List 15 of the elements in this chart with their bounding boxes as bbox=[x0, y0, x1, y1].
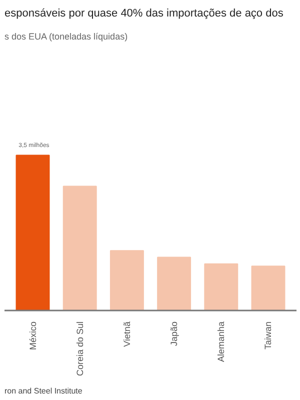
x-tick-label: Vietnã bbox=[122, 321, 132, 347]
bar bbox=[204, 263, 238, 310]
chart-subtitle: s dos EUA (toneladas líquidas) bbox=[4, 32, 128, 42]
x-tick-label: Coreia do Sul bbox=[74, 321, 85, 376]
x-tick-label: Taiwan bbox=[263, 322, 274, 350]
bar bbox=[62, 186, 97, 310]
bar bbox=[110, 250, 144, 310]
bar bbox=[16, 154, 50, 310]
chart-title: esponsáveis por quase 40% das importações de aço dos bbox=[4, 8, 284, 20]
bar bbox=[251, 266, 286, 310]
x-tick-label: Japão bbox=[169, 321, 180, 346]
x-tick-label: México bbox=[28, 321, 38, 350]
text: ron and Steel Institute bbox=[4, 386, 83, 396]
bar bbox=[157, 256, 192, 310]
x-tick-label: Alemanha bbox=[216, 321, 226, 362]
